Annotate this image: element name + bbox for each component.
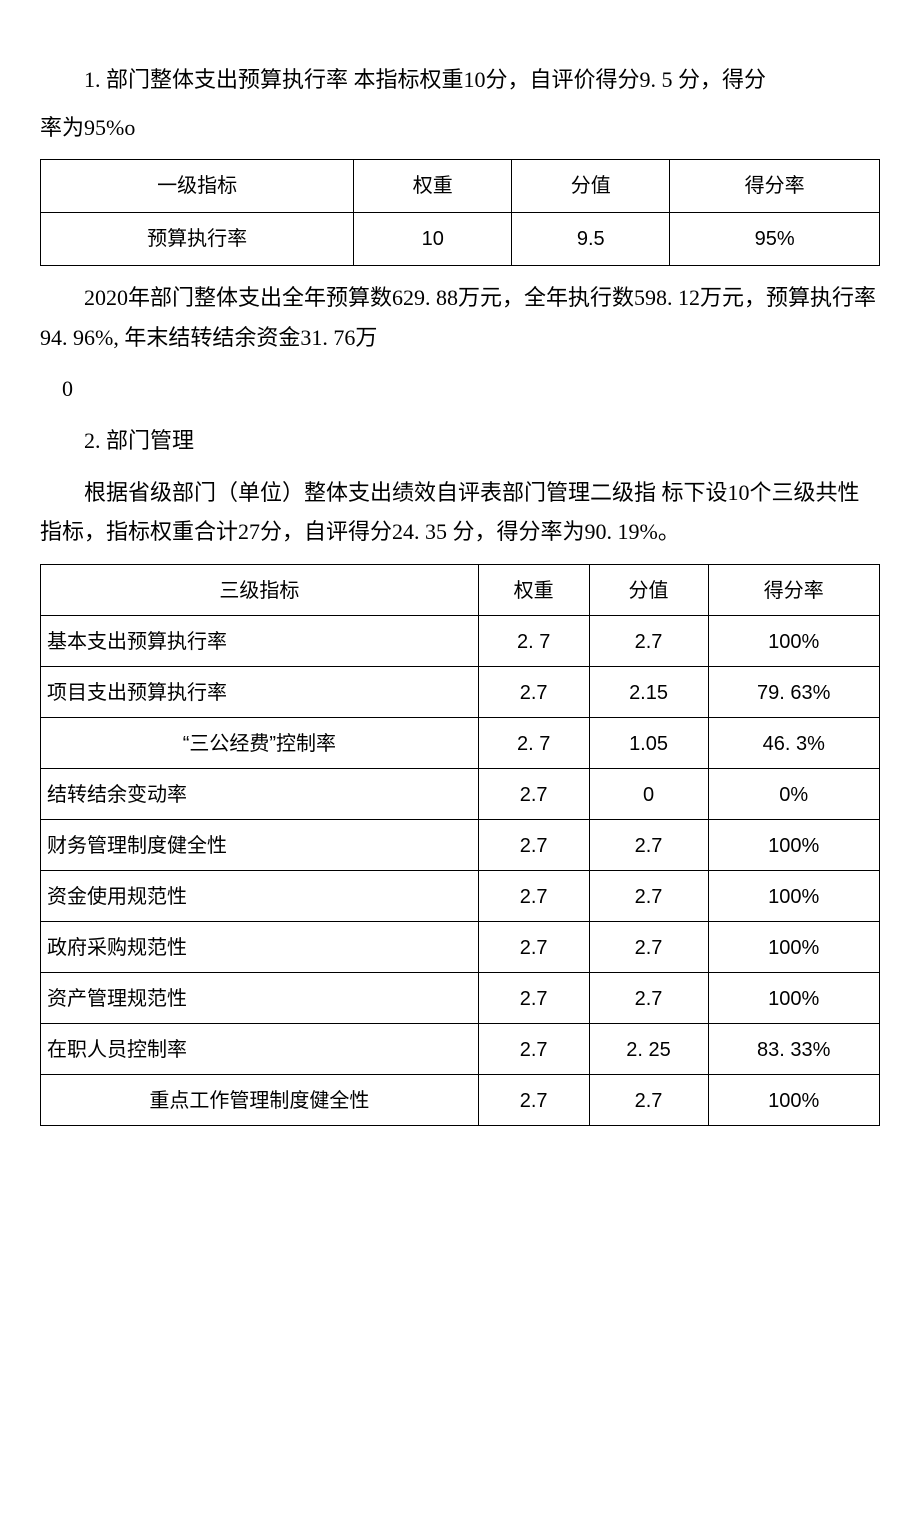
table2-header-0: 三级指标 bbox=[41, 564, 479, 615]
table1-cell-0-0: 预算执行率 bbox=[41, 213, 354, 266]
table2: 三级指标 权重 分值 得分率 基本支出预算执行率 2. 7 2.7 100% 项… bbox=[40, 564, 880, 1126]
table2-cell-7-2: 2.7 bbox=[589, 972, 708, 1023]
table2-cell-5-0: 资金使用规范性 bbox=[41, 870, 479, 921]
table2-cell-5-3: 100% bbox=[708, 870, 880, 921]
table2-cell-3-3: 0% bbox=[708, 768, 880, 819]
table1-cell-0-3: 95% bbox=[670, 213, 880, 266]
table2-header-3: 得分率 bbox=[708, 564, 880, 615]
table1: 一级指标 权重 分值 得分率 预算执行率 10 9.5 95% bbox=[40, 159, 880, 266]
table2-row-2: “三公经费”控制率 2. 7 1.05 46. 3% bbox=[41, 717, 880, 768]
table2-cell-8-0: 在职人员控制率 bbox=[41, 1023, 479, 1074]
table2-cell-6-3: 100% bbox=[708, 921, 880, 972]
table2-cell-8-3: 83. 33% bbox=[708, 1023, 880, 1074]
section2-body: 根据省级部门（单位）整体支出绩效自评表部门管理二级指 标下设10个三级共性指标，… bbox=[40, 473, 880, 552]
table2-cell-9-2: 2.7 bbox=[589, 1074, 708, 1125]
table2-cell-2-3: 46. 3% bbox=[708, 717, 880, 768]
table2-row-0: 基本支出预算执行率 2. 7 2.7 100% bbox=[41, 615, 880, 666]
table1-header-2: 分值 bbox=[512, 160, 670, 213]
table2-cell-7-1: 2.7 bbox=[478, 972, 589, 1023]
table2-cell-0-3: 100% bbox=[708, 615, 880, 666]
table2-cell-4-0: 财务管理制度健全性 bbox=[41, 819, 479, 870]
table2-cell-6-2: 2.7 bbox=[589, 921, 708, 972]
table2-cell-4-3: 100% bbox=[708, 819, 880, 870]
table1-header-1: 权重 bbox=[354, 160, 512, 213]
table1-cell-0-2: 9.5 bbox=[512, 213, 670, 266]
table2-cell-4-2: 2.7 bbox=[589, 819, 708, 870]
table2-cell-0-1: 2. 7 bbox=[478, 615, 589, 666]
table1-header-0: 一级指标 bbox=[41, 160, 354, 213]
table2-cell-2-2: 1.05 bbox=[589, 717, 708, 768]
table2-cell-7-0: 资产管理规范性 bbox=[41, 972, 479, 1023]
table2-row-1: 项目支出预算执行率 2.7 2.15 79. 63% bbox=[41, 666, 880, 717]
para-2020: 2020年部门整体支出全年预算数629. 88万元，全年执行数598. 12万元… bbox=[40, 278, 880, 357]
table2-cell-1-2: 2.15 bbox=[589, 666, 708, 717]
table2-cell-5-1: 2.7 bbox=[478, 870, 589, 921]
table1-row-0: 预算执行率 10 9.5 95% bbox=[41, 213, 880, 266]
table2-row-6: 政府采购规范性 2.7 2.7 100% bbox=[41, 921, 880, 972]
table2-row-4: 财务管理制度健全性 2.7 2.7 100% bbox=[41, 819, 880, 870]
table2-row-7: 资产管理规范性 2.7 2.7 100% bbox=[41, 972, 880, 1023]
table2-cell-8-1: 2.7 bbox=[478, 1023, 589, 1074]
table2-cell-3-0: 结转结余变动率 bbox=[41, 768, 479, 819]
table2-cell-1-1: 2.7 bbox=[478, 666, 589, 717]
table2-row-9: 重点工作管理制度健全性 2.7 2.7 100% bbox=[41, 1074, 880, 1125]
table2-cell-3-2: 0 bbox=[589, 768, 708, 819]
table2-row-5: 资金使用规范性 2.7 2.7 100% bbox=[41, 870, 880, 921]
table2-cell-3-1: 2.7 bbox=[478, 768, 589, 819]
table1-header-row: 一级指标 权重 分值 得分率 bbox=[41, 160, 880, 213]
table2-cell-0-0: 基本支出预算执行率 bbox=[41, 615, 479, 666]
table2-cell-6-1: 2.7 bbox=[478, 921, 589, 972]
section1-title: 1. 部门整体支出预算执行率 本指标权重10分，自评价得分9. 5 分，得分 bbox=[40, 60, 880, 100]
table2-cell-8-2: 2. 25 bbox=[589, 1023, 708, 1074]
table2-header-row: 三级指标 权重 分值 得分率 bbox=[41, 564, 880, 615]
table2-cell-5-2: 2.7 bbox=[589, 870, 708, 921]
table2-cell-6-0: 政府采购规范性 bbox=[41, 921, 479, 972]
table2-cell-9-3: 100% bbox=[708, 1074, 880, 1125]
table2-cell-9-0: 重点工作管理制度健全性 bbox=[41, 1074, 479, 1125]
table2-header-1: 权重 bbox=[478, 564, 589, 615]
zero-line: 0 bbox=[40, 369, 880, 409]
table2-row-8: 在职人员控制率 2.7 2. 25 83. 33% bbox=[41, 1023, 880, 1074]
table2-row-3: 结转结余变动率 2.7 0 0% bbox=[41, 768, 880, 819]
table2-cell-2-0: “三公经费”控制率 bbox=[41, 717, 479, 768]
section2-title: 2. 部门管理 bbox=[40, 421, 880, 461]
section1-rate: 率为95%o bbox=[40, 108, 880, 148]
table2-header-2: 分值 bbox=[589, 564, 708, 615]
table2-cell-4-1: 2.7 bbox=[478, 819, 589, 870]
table1-header-3: 得分率 bbox=[670, 160, 880, 213]
table2-cell-9-1: 2.7 bbox=[478, 1074, 589, 1125]
table2-cell-2-1: 2. 7 bbox=[478, 717, 589, 768]
table2-cell-7-3: 100% bbox=[708, 972, 880, 1023]
table2-cell-1-3: 79. 63% bbox=[708, 666, 880, 717]
table1-cell-0-1: 10 bbox=[354, 213, 512, 266]
table2-cell-1-0: 项目支出预算执行率 bbox=[41, 666, 479, 717]
table2-cell-0-2: 2.7 bbox=[589, 615, 708, 666]
